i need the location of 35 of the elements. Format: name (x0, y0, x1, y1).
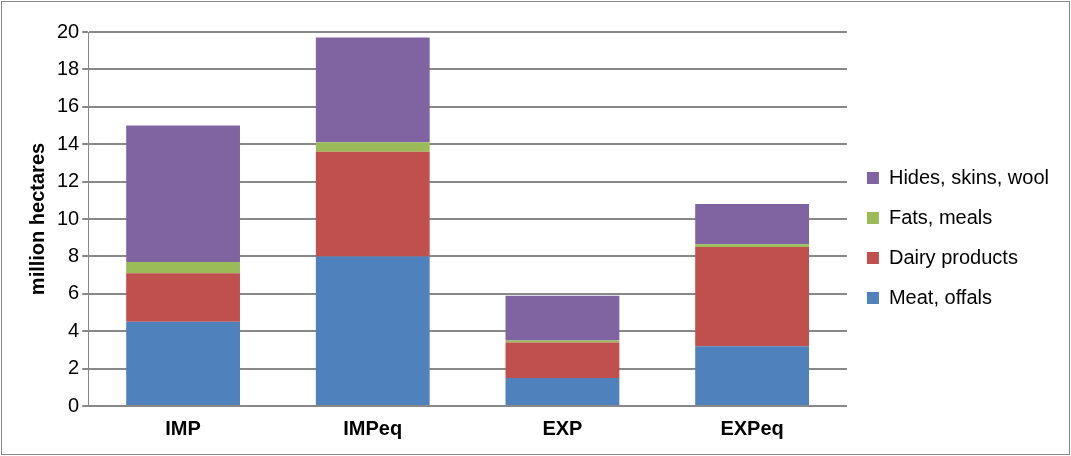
legend-label: Dairy products (888, 245, 1018, 268)
bar (505, 377, 620, 405)
bar (315, 37, 430, 143)
y-tick-label: 10 (57, 206, 80, 229)
bar (126, 262, 240, 274)
y-tick-label: 8 (68, 243, 80, 266)
y-tick-label: 2 (68, 356, 80, 379)
bar (505, 342, 620, 378)
bar (505, 295, 620, 341)
y-tick-label: 20 (57, 19, 80, 42)
legend-label: Hides, skins, wool (888, 165, 1049, 188)
y-tick-label: 6 (68, 281, 80, 304)
x-tick-label: EXPeq (720, 416, 784, 439)
bar (126, 321, 240, 405)
bar (695, 204, 810, 245)
bar (126, 273, 240, 322)
x-tick-label: IMP (165, 416, 201, 439)
y-tick-label: 12 (57, 169, 80, 192)
y-tick-label: 14 (57, 131, 80, 154)
bar (315, 142, 430, 152)
bar (315, 151, 430, 257)
y-tick-label: 4 (68, 318, 80, 341)
x-tick-label: EXP (542, 416, 583, 439)
bar (695, 244, 810, 248)
bar (315, 256, 430, 405)
y-tick-label: 0 (68, 393, 80, 416)
legend-label: Fats, meals (888, 205, 993, 228)
legend-label: Meat, offals (888, 285, 992, 308)
x-tick-label: IMPeq (343, 416, 403, 439)
bar (695, 247, 810, 347)
bar (695, 346, 810, 405)
y-tick-label: 18 (57, 56, 80, 79)
y-tick-label: 16 (57, 94, 80, 117)
bar (126, 125, 240, 263)
y-axis-title: million hectares (25, 142, 48, 296)
